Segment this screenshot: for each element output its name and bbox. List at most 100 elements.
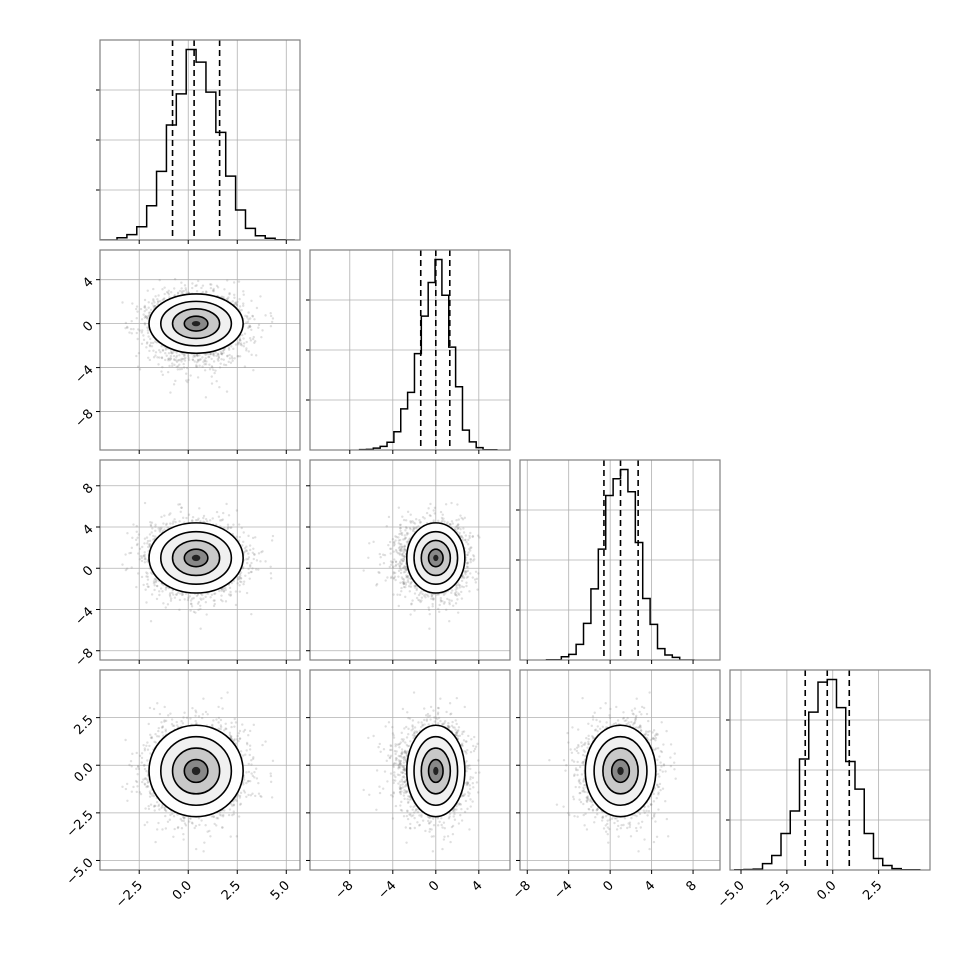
scatter-point (142, 338, 146, 342)
scatter-point (148, 311, 152, 314)
scatter-point (145, 571, 148, 574)
scatter-point (247, 325, 251, 328)
scatter-point (254, 354, 258, 357)
scatter-point (176, 591, 180, 595)
scatter-point (244, 574, 247, 577)
scatter-point (212, 351, 215, 355)
scatter-point (245, 549, 248, 553)
scatter-point (202, 514, 206, 518)
scatter-point (221, 518, 225, 521)
scatter-point (170, 350, 173, 353)
scatter-point (215, 354, 218, 358)
scatter-point (210, 365, 214, 368)
scatter-point (199, 604, 202, 607)
scatter-point (125, 567, 129, 570)
scatter-point (167, 357, 170, 360)
scatter-point (238, 590, 242, 593)
panel-content (310, 250, 510, 450)
scatter-point (217, 359, 220, 362)
scatter-point (195, 365, 199, 368)
scatter-point (209, 352, 212, 356)
scatter-point (131, 302, 134, 305)
scatter-point (174, 379, 177, 383)
scatter-point (153, 301, 156, 304)
scatter-point (154, 295, 157, 298)
scatter-point (146, 575, 149, 578)
scatter-point (150, 345, 154, 348)
scatter-point (203, 358, 206, 362)
scatter-point (230, 581, 234, 585)
scatter-point (173, 358, 176, 361)
scatter-point (145, 308, 148, 311)
scatter-point (169, 291, 173, 294)
scatter-point (148, 344, 152, 347)
scatter-point (213, 602, 216, 606)
scatter-point (235, 304, 239, 307)
scatter-point (247, 534, 250, 538)
scatter-point (239, 577, 243, 580)
scatter-point (196, 279, 200, 283)
scatter-point (146, 539, 150, 543)
scatter-point (211, 289, 215, 292)
scatter-point (236, 343, 240, 346)
scatter-point (191, 282, 194, 285)
scatter-point (171, 591, 174, 594)
scatter-point (236, 582, 239, 585)
scatter-point (164, 523, 168, 527)
scatter-point (204, 353, 207, 357)
scatter-point (204, 601, 208, 604)
scatter-point (146, 542, 149, 545)
scatter-point (135, 354, 138, 358)
scatter-point (135, 530, 138, 533)
scatter-point (154, 529, 157, 533)
scatter-point (152, 299, 155, 302)
scatter-point (209, 286, 213, 290)
scatter-point (178, 520, 181, 523)
scatter-point (215, 510, 219, 514)
scatter-point (269, 577, 273, 580)
scatter-point (195, 354, 199, 357)
scatter-point (138, 368, 142, 371)
scatter-point (213, 592, 216, 596)
scatter-point (180, 287, 183, 290)
scatter-point (175, 593, 178, 596)
scatter-point (178, 592, 182, 595)
scatter-point (168, 513, 171, 516)
scatter-point (131, 536, 134, 540)
scatter-point (145, 575, 148, 578)
scatter-point (163, 286, 166, 289)
scatter-point (188, 595, 192, 598)
scatter-point (178, 358, 181, 362)
scatter-point (197, 600, 201, 604)
scatter-point (180, 506, 183, 509)
scatter-point (217, 515, 221, 518)
scatter-point (169, 597, 173, 600)
scatter-point (225, 298, 229, 301)
scatter-point (149, 620, 153, 623)
scatter-point (226, 354, 229, 357)
scatter-point (199, 520, 202, 523)
scatter-point (136, 572, 140, 575)
scatter-point (236, 355, 239, 358)
scatter-point (157, 527, 160, 530)
scatter-point (149, 571, 153, 575)
scatter-point (161, 349, 165, 352)
scatter-point (183, 357, 186, 360)
scatter-point (243, 550, 247, 553)
scatter-point (254, 536, 257, 539)
scatter-point (211, 366, 214, 369)
scatter-point (238, 572, 242, 576)
scatter-point (222, 351, 225, 355)
scatter-point (143, 323, 147, 326)
y-tick-label: 0 (80, 319, 96, 335)
scatter-point (228, 586, 232, 590)
scatter-point (152, 304, 155, 307)
scatter-point (206, 353, 210, 356)
scatter-point (257, 552, 261, 555)
scatter-point (245, 314, 249, 318)
scatter-point (143, 322, 147, 325)
scatter-point (240, 344, 243, 347)
scatter-point (218, 366, 222, 369)
scatter-point (238, 338, 242, 341)
scatter-point (234, 343, 238, 346)
